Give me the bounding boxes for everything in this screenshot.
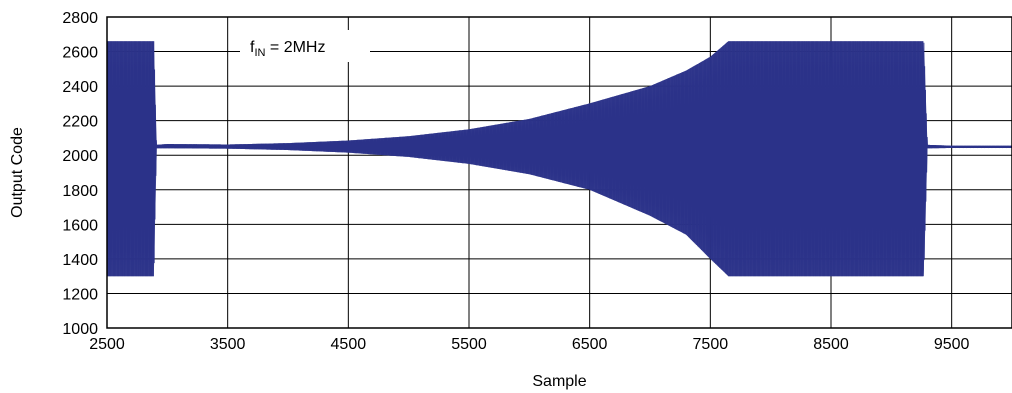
y-tick-label: 1000 <box>62 321 98 338</box>
x-tick-label: 9500 <box>934 336 970 353</box>
x-tick-label: 2500 <box>89 336 125 353</box>
x-tick-label: 8500 <box>813 336 849 353</box>
annotation-fin: fIN = 2MHz <box>250 39 325 59</box>
annotation-rest: = 2MHz <box>265 39 325 56</box>
y-tick-label: 1600 <box>62 217 98 234</box>
x-tick-label: 7500 <box>693 336 729 353</box>
data-layer <box>106 41 1012 277</box>
y-tick-label: 2000 <box>62 148 98 165</box>
x-tick-label: 5500 <box>451 336 487 353</box>
y-tick-label: 2600 <box>62 45 98 62</box>
annotation-subscript: IN <box>254 47 265 59</box>
annotation-box: fIN = 2MHz <box>240 30 370 62</box>
x-tick-label: 3500 <box>210 336 246 353</box>
y-tick-label: 2400 <box>62 79 98 96</box>
annotation-base: f <box>250 39 255 56</box>
y-tick-label: 1400 <box>62 252 98 269</box>
y-tick-label: 2800 <box>62 10 98 27</box>
y-tick-label: 1800 <box>62 183 98 200</box>
y-tick-label: 1200 <box>62 286 98 303</box>
x-tick-labels: 2500 3500 4500 5500 6500 7500 8500 9500 <box>89 336 969 353</box>
signal-series-line <box>106 41 1012 277</box>
y-tick-label: 2200 <box>62 114 98 131</box>
x-tick-label: 6500 <box>572 336 608 353</box>
y-axis-title: Output Code <box>9 127 26 218</box>
plot-frame <box>106 16 1012 329</box>
y-tick-labels: 1000 1200 1400 1600 1800 2000 2200 2400 2600 2800 <box>62 10 98 338</box>
x-tick-label: 4500 <box>331 336 367 353</box>
annotation-background <box>240 30 370 62</box>
x-axis-title: Sample <box>532 373 586 390</box>
